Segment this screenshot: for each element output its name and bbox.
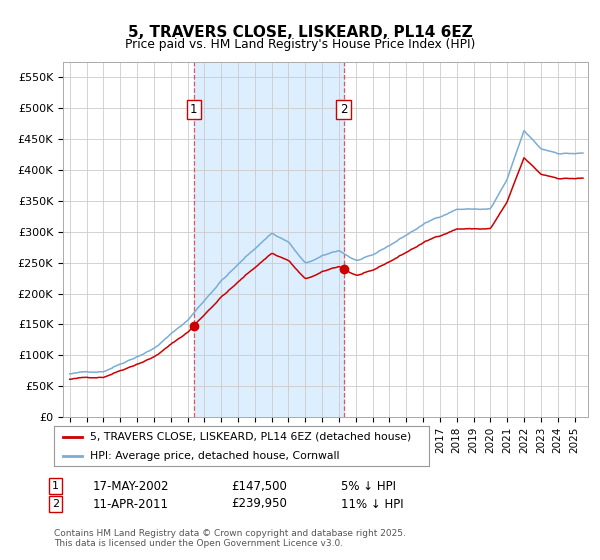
Text: 5, TRAVERS CLOSE, LISKEARD, PL14 6EZ (detached house): 5, TRAVERS CLOSE, LISKEARD, PL14 6EZ (de… bbox=[89, 432, 411, 442]
Bar bbox=[194, 62, 344, 417]
Text: HPI: Average price, detached house, Cornwall: HPI: Average price, detached house, Corn… bbox=[89, 451, 339, 461]
Text: 2: 2 bbox=[52, 499, 59, 509]
Text: Contains HM Land Registry data © Crown copyright and database right 2025.
This d: Contains HM Land Registry data © Crown c… bbox=[54, 529, 406, 548]
Text: 11% ↓ HPI: 11% ↓ HPI bbox=[341, 497, 403, 511]
Text: 1: 1 bbox=[52, 481, 59, 491]
Text: 1: 1 bbox=[190, 103, 197, 116]
Text: 17-MAY-2002: 17-MAY-2002 bbox=[93, 479, 170, 493]
Text: 2: 2 bbox=[340, 103, 347, 116]
Text: 5, TRAVERS CLOSE, LISKEARD, PL14 6EZ: 5, TRAVERS CLOSE, LISKEARD, PL14 6EZ bbox=[128, 25, 472, 40]
Text: £239,950: £239,950 bbox=[231, 497, 287, 511]
Text: 11-APR-2011: 11-APR-2011 bbox=[93, 497, 169, 511]
Text: 5% ↓ HPI: 5% ↓ HPI bbox=[341, 479, 396, 493]
Text: £147,500: £147,500 bbox=[231, 479, 287, 493]
Text: Price paid vs. HM Land Registry's House Price Index (HPI): Price paid vs. HM Land Registry's House … bbox=[125, 38, 475, 51]
